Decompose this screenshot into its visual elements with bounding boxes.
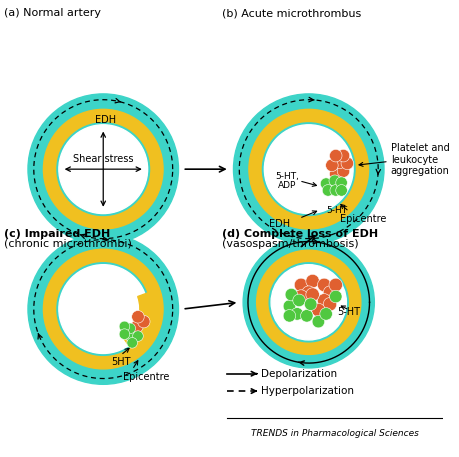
Circle shape — [132, 310, 144, 323]
Circle shape — [320, 308, 332, 320]
Text: 5-HT: 5-HT — [338, 307, 361, 317]
Circle shape — [322, 185, 334, 196]
Circle shape — [291, 308, 303, 320]
Circle shape — [249, 109, 369, 229]
Circle shape — [293, 294, 305, 307]
Circle shape — [59, 125, 148, 213]
Circle shape — [234, 94, 384, 244]
Circle shape — [57, 263, 150, 356]
Circle shape — [312, 315, 325, 328]
Circle shape — [138, 315, 150, 328]
Circle shape — [127, 338, 138, 348]
Text: 5HT: 5HT — [111, 357, 130, 367]
Text: Shear stress: Shear stress — [73, 154, 134, 165]
Text: Hyperpolarization: Hyperpolarization — [262, 386, 354, 396]
Circle shape — [269, 263, 348, 342]
Circle shape — [28, 94, 179, 244]
Circle shape — [119, 321, 130, 332]
Circle shape — [302, 286, 315, 299]
Text: EDH: EDH — [269, 219, 291, 229]
Text: (a) Normal artery: (a) Normal artery — [4, 8, 101, 18]
Text: TRENDS in Pharmacological Sciences: TRENDS in Pharmacological Sciences — [251, 429, 419, 438]
Circle shape — [304, 298, 317, 310]
Circle shape — [333, 156, 346, 169]
Circle shape — [330, 290, 342, 303]
Circle shape — [325, 159, 338, 171]
Circle shape — [336, 185, 347, 196]
Circle shape — [306, 288, 319, 301]
Text: Platelet and
leukocyte
aggregation: Platelet and leukocyte aggregation — [391, 143, 450, 176]
Circle shape — [271, 265, 347, 340]
Circle shape — [283, 300, 296, 313]
Circle shape — [243, 237, 375, 368]
Circle shape — [133, 331, 143, 341]
Circle shape — [337, 165, 350, 177]
Circle shape — [318, 278, 331, 292]
Circle shape — [320, 178, 332, 189]
Circle shape — [323, 298, 337, 311]
Circle shape — [285, 288, 297, 301]
Circle shape — [125, 331, 135, 341]
Text: (chronic microthrombi): (chronic microthrombi) — [4, 239, 132, 249]
Circle shape — [59, 265, 148, 353]
Circle shape — [323, 286, 337, 299]
Circle shape — [337, 149, 350, 162]
Text: (b) Acute microthrombus: (b) Acute microthrombus — [222, 8, 361, 18]
Circle shape — [330, 168, 342, 180]
Circle shape — [119, 329, 130, 340]
Circle shape — [44, 109, 163, 229]
Text: 5-HT: 5-HT — [326, 206, 347, 215]
Circle shape — [330, 185, 341, 196]
Circle shape — [312, 303, 325, 317]
Text: ADP: ADP — [278, 181, 297, 190]
Text: 5-HT,: 5-HT, — [275, 172, 299, 181]
Circle shape — [336, 177, 347, 188]
Text: Depolarization: Depolarization — [262, 369, 337, 379]
Circle shape — [330, 149, 342, 162]
Circle shape — [306, 274, 319, 288]
Wedge shape — [124, 292, 153, 350]
Circle shape — [131, 320, 143, 333]
Circle shape — [329, 175, 341, 186]
Text: Epicentre: Epicentre — [123, 372, 169, 382]
Circle shape — [301, 309, 313, 322]
Circle shape — [125, 323, 135, 334]
Text: (vasospasm/thrombosis): (vasospasm/thrombosis) — [222, 239, 358, 249]
Circle shape — [329, 278, 342, 292]
Circle shape — [341, 157, 353, 170]
Circle shape — [263, 123, 355, 215]
Circle shape — [294, 290, 308, 303]
Circle shape — [28, 234, 179, 384]
Text: Epicentre: Epicentre — [340, 213, 386, 223]
Circle shape — [294, 278, 308, 292]
Circle shape — [44, 249, 163, 369]
Circle shape — [57, 123, 150, 215]
Circle shape — [264, 125, 353, 213]
Circle shape — [257, 250, 361, 355]
Text: (d) Complete loss of EDH: (d) Complete loss of EDH — [222, 229, 378, 239]
Circle shape — [318, 294, 331, 307]
Text: EDH: EDH — [95, 115, 116, 125]
Circle shape — [283, 309, 296, 322]
Text: (c) Impaired EDH: (c) Impaired EDH — [4, 229, 110, 239]
